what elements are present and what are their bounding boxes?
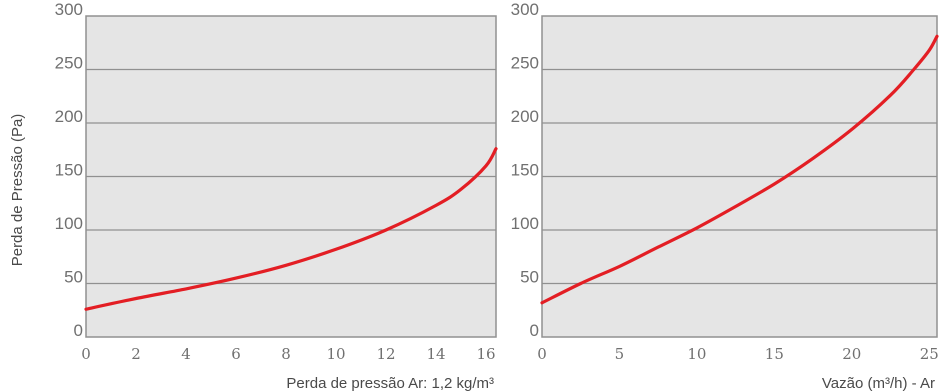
x-tick-label-10: 10: [687, 345, 706, 363]
y-axis-label: Perda de Pressão (Pa): [9, 114, 26, 267]
y-tick-label-300: 300: [55, 0, 83, 19]
y-tick-label-100: 100: [55, 214, 83, 233]
series-line-0: [84, 147, 498, 311]
x-tick-label-0: 0: [81, 345, 91, 363]
x-tick-label-15: 15: [765, 345, 784, 363]
x-tick-label-10: 10: [326, 345, 345, 363]
x-tick-label-6: 6: [231, 345, 241, 363]
y-tick-label-250: 250: [511, 54, 539, 73]
y-tick-label-0: 0: [530, 321, 539, 340]
x-tick-label-12: 12: [376, 345, 395, 363]
plot-frame: [85, 15, 497, 338]
y-tick-label-250: 250: [55, 54, 83, 73]
x-tick-label-0: 0: [537, 345, 547, 363]
x-tick-label-8: 8: [281, 345, 291, 363]
x-tick-label-5: 5: [615, 345, 625, 363]
x-axis-label-right: Vazão (m³/h) - Ar: [822, 375, 935, 392]
x-tick-label-25: 25: [920, 345, 939, 363]
x-tick-label-20: 20: [842, 345, 861, 363]
chart-panel-flow-rate: 0 50 100 150 200 250 300 0 5 10 15 20 25: [511, 0, 939, 363]
y-tick-label-300: 300: [511, 0, 539, 19]
series-line-0: [540, 34, 939, 305]
y-tick-label-50: 50: [520, 268, 539, 287]
plot-frame: [541, 15, 938, 338]
x-axis-label-left: Perda de pressão Ar: 1,2 kg/m³: [286, 375, 494, 392]
y-tick-label-150: 150: [511, 161, 539, 180]
x-tick-label-16: 16: [476, 345, 495, 363]
x-tick-label-14: 14: [426, 345, 445, 363]
x-tick-label-2: 2: [131, 345, 141, 363]
y-tick-label-50: 50: [64, 268, 83, 287]
y-tick-label-0: 0: [74, 321, 83, 340]
y-tick-label-200: 200: [511, 107, 539, 126]
chart-panel-pressure-loss: 0 50 100 150 200 250 300 0 2 4 6 8 10 12 14 16: [55, 0, 498, 363]
y-tick-label-150: 150: [55, 161, 83, 180]
y-tick-label-200: 200: [55, 107, 83, 126]
x-tick-label-4: 4: [181, 345, 191, 363]
y-tick-label-100: 100: [511, 214, 539, 233]
